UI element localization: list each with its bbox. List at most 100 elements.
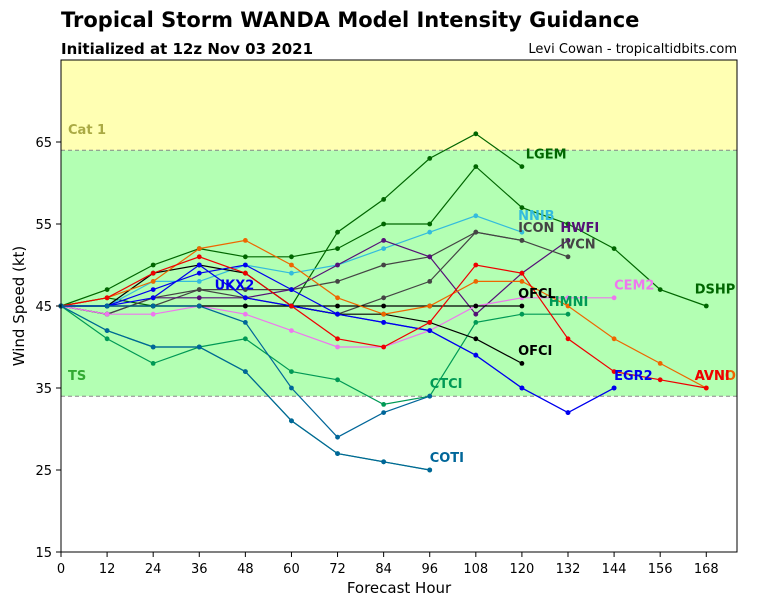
data-point — [242, 254, 248, 260]
series-label-nnib: NNIB — [518, 209, 555, 224]
data-point — [565, 221, 571, 227]
series-label-cem2: CEM2 — [614, 279, 654, 294]
y-tick-label: 45 — [35, 300, 52, 315]
data-point — [150, 287, 156, 292]
data-point — [381, 459, 387, 465]
data-point — [335, 295, 340, 301]
series-label-ctci: CTCI — [430, 377, 463, 392]
data-point — [611, 369, 617, 374]
data-point — [381, 246, 387, 252]
data-point — [427, 320, 433, 325]
data-point — [473, 131, 479, 137]
x-tick-label: 84 — [375, 562, 392, 577]
data-point — [150, 262, 156, 268]
data-point — [381, 303, 387, 309]
data-point — [289, 328, 294, 333]
series-label-hmni: HMNI — [549, 295, 589, 310]
data-point — [104, 303, 110, 309]
data-point — [519, 311, 525, 317]
series-label-hwfi: HWFI — [560, 221, 599, 236]
x-axis-title: Forecast Hour — [347, 579, 452, 597]
x-tick-label: 12 — [99, 562, 116, 577]
data-point — [335, 451, 340, 456]
data-point — [150, 303, 156, 309]
series-label-ofcl: OFCL — [518, 287, 556, 302]
x-tick-label: 144 — [602, 562, 627, 577]
data-point — [335, 336, 340, 342]
series-label-lgem: LGEM — [526, 147, 567, 162]
data-point — [196, 270, 202, 276]
data-point — [473, 213, 479, 219]
data-point — [104, 287, 110, 292]
y-tick-label: 65 — [35, 136, 52, 151]
data-point — [427, 156, 433, 161]
data-point — [381, 402, 387, 407]
data-point — [657, 377, 663, 383]
data-point — [104, 328, 110, 333]
chart-credit: Levi Cowan - tropicaltidbits.com — [528, 42, 737, 57]
data-point — [519, 205, 525, 211]
data-point — [473, 320, 479, 325]
data-point — [565, 238, 571, 243]
data-point — [473, 311, 479, 317]
data-point — [565, 410, 571, 415]
series-coti — [58, 303, 433, 473]
data-point — [427, 254, 433, 260]
data-point — [381, 262, 387, 268]
data-point — [703, 385, 709, 391]
y-axis-title: Wind Speed (kt) — [10, 246, 28, 367]
data-point — [196, 303, 202, 309]
y-tick-label: 35 — [35, 382, 52, 397]
data-point — [150, 344, 156, 350]
data-point — [381, 197, 387, 202]
series-label-dshp: DSHP — [695, 283, 736, 298]
data-point — [427, 393, 433, 399]
data-point — [611, 385, 617, 391]
data-point — [289, 418, 294, 424]
data-point — [427, 303, 433, 309]
data-point — [150, 270, 156, 276]
data-point — [104, 311, 110, 317]
x-tick-label: 60 — [283, 562, 300, 577]
data-point — [104, 336, 110, 342]
data-point — [473, 229, 479, 235]
chart-subtitle: Initialized at 12z Nov 03 2021 — [61, 40, 314, 58]
x-tick-label: 0 — [57, 562, 65, 577]
data-point — [657, 287, 663, 292]
data-point — [381, 311, 387, 317]
data-point — [519, 270, 525, 276]
y-tick-label: 25 — [35, 464, 52, 479]
data-point — [335, 344, 340, 350]
x-tick-label: 72 — [329, 562, 346, 577]
data-point — [611, 295, 617, 301]
data-point — [473, 352, 479, 358]
data-point — [565, 295, 571, 301]
data-point — [611, 246, 617, 252]
data-point — [381, 221, 387, 227]
data-point — [381, 320, 387, 325]
data-point — [381, 410, 387, 415]
data-point — [427, 467, 433, 473]
data-point — [150, 311, 156, 317]
data-point — [519, 295, 525, 301]
data-point — [150, 295, 156, 301]
category-bands: TS Cat 1 — [61, 60, 737, 397]
data-point — [289, 369, 294, 374]
data-point — [196, 254, 202, 260]
x-tick-label: 96 — [421, 562, 438, 577]
data-point — [427, 328, 433, 333]
data-point — [519, 385, 525, 391]
data-point — [473, 279, 479, 284]
data-point — [427, 229, 433, 235]
data-point — [335, 229, 340, 235]
data-point — [565, 311, 571, 317]
data-point — [657, 361, 663, 366]
data-point — [473, 303, 479, 309]
data-point — [196, 246, 202, 252]
data-point — [242, 336, 248, 342]
data-point — [196, 287, 202, 292]
data-point — [335, 262, 340, 268]
data-point — [196, 295, 202, 301]
